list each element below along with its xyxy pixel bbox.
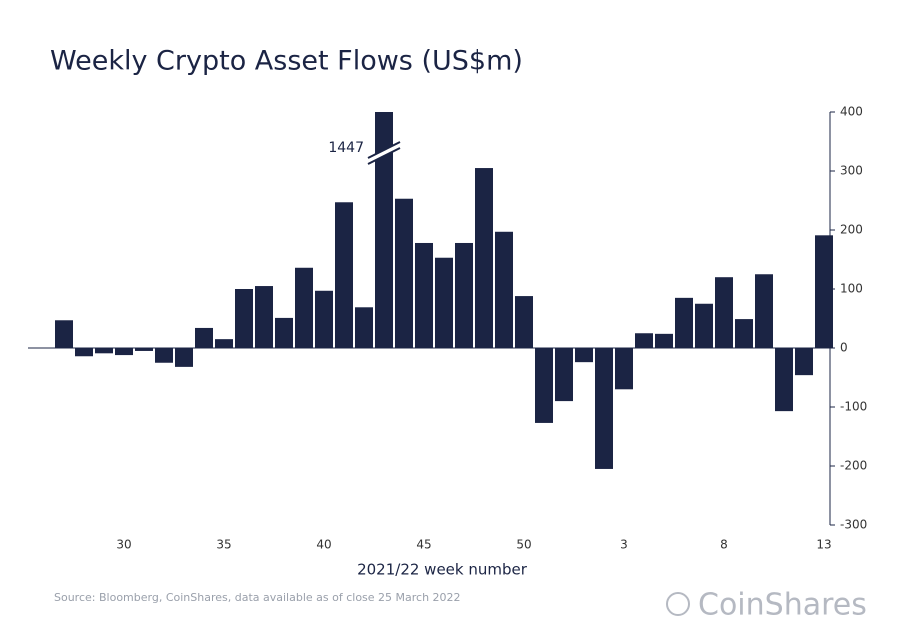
bar [435, 257, 453, 348]
bar [755, 274, 773, 348]
source-note: Source: Bloomberg, CoinShares, data avai… [54, 591, 461, 604]
bar [235, 289, 253, 348]
y-tick-label: -100 [840, 400, 867, 414]
bar [495, 231, 513, 348]
y-tick-label: -300 [840, 518, 867, 532]
bar [115, 348, 133, 356]
bar [615, 348, 633, 390]
x-tick-label: 40 [316, 538, 331, 552]
x-tick-label: 30 [116, 538, 131, 552]
bar [415, 242, 433, 348]
bar [395, 198, 413, 348]
x-tick-label: 13 [816, 538, 831, 552]
bar [55, 320, 73, 348]
x-tick-label: 3 [620, 538, 628, 552]
annotation: 1447 [328, 140, 364, 156]
y-tick-label: 100 [840, 282, 863, 296]
y-tick-label: -200 [840, 459, 867, 473]
y-tick-label: 300 [840, 164, 863, 178]
y-tick-label: 400 [840, 105, 863, 119]
bar [75, 348, 93, 357]
bar [155, 348, 173, 363]
x-tick-label: 35 [216, 538, 231, 552]
axis-break-line [367, 147, 401, 165]
bar [735, 319, 753, 348]
bar [315, 290, 333, 348]
x-tick-label: 45 [416, 538, 431, 552]
bar [175, 348, 193, 367]
bar [595, 348, 613, 469]
bar [575, 348, 593, 363]
bar [555, 348, 573, 402]
bar [515, 296, 533, 348]
bar [455, 242, 473, 348]
bar [355, 307, 373, 348]
bar [215, 339, 233, 348]
bar [795, 348, 813, 376]
bar [95, 348, 113, 354]
bar [815, 235, 833, 348]
bar [255, 286, 273, 348]
x-tick-label: 50 [516, 538, 531, 552]
y-tick-label: 200 [840, 223, 863, 237]
bar [295, 267, 313, 348]
x-tick-label: 8 [720, 538, 728, 552]
axis-break-line [367, 141, 401, 159]
bar [715, 277, 733, 348]
bar [635, 333, 653, 348]
brand-logo: CoinShares [698, 588, 867, 623]
bar [655, 333, 673, 348]
bar [335, 202, 353, 348]
axis-break [368, 142, 400, 164]
bar [535, 348, 553, 423]
chart-title: Weekly Crypto Asset Flows (US$m) [50, 46, 523, 77]
bar [775, 348, 793, 412]
bar [375, 112, 393, 348]
y-tick-label: 0 [840, 341, 848, 355]
bar [195, 327, 213, 348]
bar [135, 348, 153, 351]
bar [675, 297, 693, 348]
x-axis-label: 2021/22 week number [357, 561, 528, 579]
bar [275, 317, 293, 348]
logo-icon [666, 592, 690, 616]
bar [695, 303, 713, 348]
bar [475, 168, 493, 348]
